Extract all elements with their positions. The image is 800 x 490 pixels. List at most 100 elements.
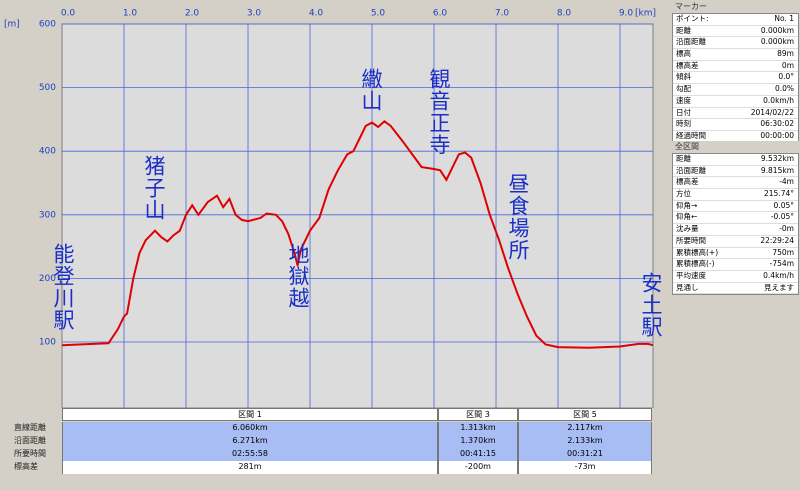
x-tick-label: 1.0 (123, 9, 138, 19)
panel-value: -754m (769, 259, 794, 269)
panel-value: 750m (772, 247, 794, 257)
panel-row: 沿面距離 0.000km (673, 37, 798, 50)
panel-row: ポイント: No. 1 (673, 14, 798, 26)
panel-value: 0.0km/h (763, 95, 794, 105)
panel-value: 9.815km (760, 165, 794, 175)
annotation: 安土駅 (639, 272, 663, 338)
panel-row: 平均速度 0.4km/h (673, 271, 798, 283)
panel-label: 標高差 (676, 60, 699, 70)
panel-value: -4m (779, 177, 794, 187)
info-panel: ポイント: No. 1 距離 0.000km 沿面距離 0.000km 標高 89m 標高差 0m… (672, 13, 799, 144)
panel-label: ポイント: (676, 14, 709, 23)
y-tick-label: 100 (39, 338, 56, 348)
panel-row: 勾配 0.0% (673, 84, 798, 96)
panel-label: 勾配 (676, 84, 691, 94)
y-tick-label: 200 (39, 274, 56, 284)
panel-value: 06:30:02 (760, 119, 794, 129)
table-corner (0, 408, 62, 421)
panel-label: 速度 (676, 95, 691, 105)
panel-row: 見通し 見えます (673, 283, 798, 295)
column-header: 区間 3 (438, 408, 518, 421)
y-tick-label: 300 (39, 210, 56, 220)
x-tick-label: 3.0 (247, 9, 262, 19)
panel-title: 全区間 (672, 141, 800, 152)
table-cell: 6.060km (62, 422, 438, 435)
panel-value: 0m (781, 60, 794, 70)
x-tick-label: 0.0 (61, 9, 76, 19)
panel-label: 距離 (676, 154, 691, 163)
y-tick-label: 400 (39, 147, 56, 157)
panel-label: 標高 (676, 49, 691, 59)
panel-row: 標高 89m (673, 49, 798, 61)
panel-label: 仰角← (676, 212, 698, 222)
table-cell: 1.370km (438, 435, 518, 448)
panel-value: -0.05° (770, 212, 794, 222)
panel-value: 00:00:00 (760, 130, 794, 140)
table-cell: 6.271km (62, 435, 438, 448)
panel-value: 0.000km (760, 37, 794, 47)
annotation: 地獄越 (286, 243, 310, 309)
panel-label: 見通し (676, 282, 699, 292)
x-axis-label: [km] (635, 9, 656, 19)
annotation: 猪子山 (142, 155, 166, 221)
panel-label: 時刻 (676, 119, 691, 129)
panel-label: 沈み量 (676, 224, 699, 234)
panel-value: 0.05° (773, 200, 794, 210)
x-tick-label: 9.0 (619, 9, 634, 19)
table-cell: 00:41:15 (438, 448, 518, 461)
panel-row: 仰角→ 0.05° (673, 201, 798, 213)
panel-row: 標高差 -4m (673, 177, 798, 190)
panel-label: 沿面距離 (676, 37, 706, 47)
panel-row: 傾斜 0.0° (673, 72, 798, 85)
panel-value: 2014/02/22 (750, 107, 794, 117)
panel-value: 22:29:24 (760, 235, 794, 245)
row-label: 直線距離 (0, 422, 62, 435)
info-panel: 距離 9.532km 沿面距離 9.815km 標高差 -4m 方位 215.74° 仰角→ 0.… (672, 153, 799, 296)
x-tick-label: 6.0 (433, 9, 448, 19)
x-tick-label: 7.0 (495, 9, 510, 19)
table-cell: 2.133km (518, 435, 652, 448)
panel-label: 日付 (676, 107, 691, 117)
panel-label: 傾斜 (676, 72, 691, 82)
x-tick-label: 2.0 (185, 9, 200, 19)
table-cell: 2.117km (518, 422, 652, 435)
x-tick-label: 5.0 (371, 9, 386, 19)
panel-row: 方位 215.74° (673, 189, 798, 201)
panel-label: 沿面距離 (676, 165, 706, 175)
panel-value: 0.0° (778, 72, 794, 82)
chart: [m] [km] 100 200 300 400 500 600 0.0 1.0 2.0 3.0 4… (4, 9, 656, 408)
panel-value: -0m (779, 224, 794, 234)
table-cell: 00:31:21 (518, 448, 652, 461)
annotation: 昼食場所 (506, 173, 530, 261)
panel-row: 仰角← -0.05° (673, 212, 798, 225)
row-label: 標高差 (0, 461, 62, 474)
panel-label: 累積標高(+) (676, 247, 719, 257)
panel-row: 沿面距離 9.815km (673, 166, 798, 178)
panel-title: マーカー (672, 1, 800, 12)
row-label: 所要時間 (0, 448, 62, 461)
panel-value: 9.532km (760, 154, 794, 163)
panel-row: 距離 0.000km (673, 26, 798, 38)
panel-label: 経過時間 (676, 130, 706, 140)
annotation: 能登川駅 (51, 243, 75, 331)
panel-value: 89m (777, 49, 794, 59)
panel-value: 0.4km/h (763, 270, 794, 280)
column-header: 区間 1 (62, 408, 438, 421)
panel-label: 所要時間 (676, 235, 706, 245)
panel-row: 時刻 06:30:02 (673, 119, 798, 131)
x-tick-label: 8.0 (557, 9, 572, 19)
panel-value: 215.74° (764, 189, 794, 199)
panel-row: 沈み量 -0m (673, 224, 798, 236)
table-cell: -200m (438, 461, 518, 474)
panel-row: 累積標高(+) 750m (673, 248, 798, 260)
panel-row: 所要時間 22:29:24 (673, 236, 798, 248)
panel-label: 標高差 (676, 177, 699, 187)
panel-value: 0.0% (774, 84, 794, 94)
panel-row: 速度 0.0km/h (673, 96, 798, 108)
annotation: 繖山 (359, 68, 383, 112)
panel-label: 累積標高(-) (676, 259, 715, 269)
panel-row: 累積標高(-) -754m (673, 259, 798, 271)
panel-label: 方位 (676, 189, 691, 199)
panel-label: 距離 (676, 25, 691, 35)
elevation-line (61, 120, 654, 349)
